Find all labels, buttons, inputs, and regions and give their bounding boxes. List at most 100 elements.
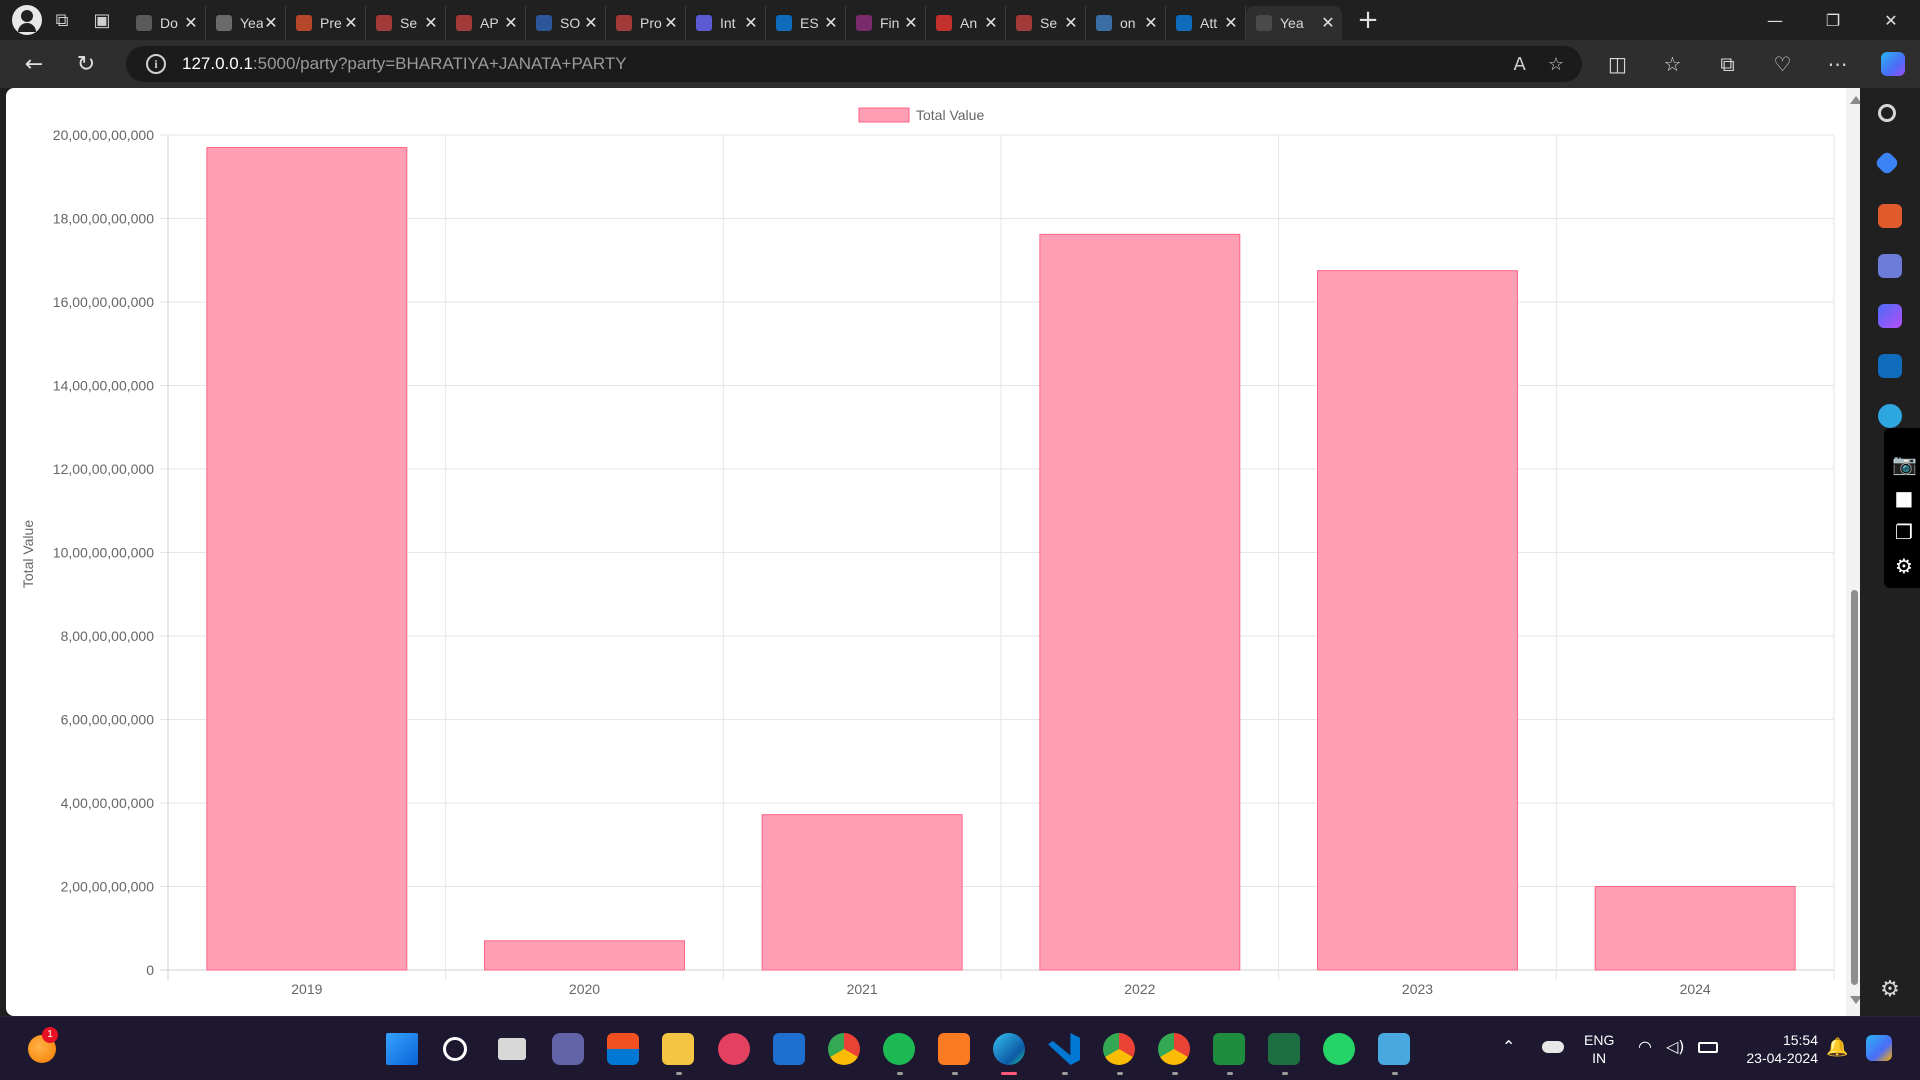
search-icon[interactable]: [1878, 104, 1896, 122]
url-text[interactable]: 127.0.0.1:5000/party?party=BHARATIYA+JAN…: [182, 54, 627, 74]
address-bar[interactable]: i 127.0.0.1:5000/party?party=BHARATIYA+J…: [126, 46, 1582, 82]
browser-tab[interactable]: SO ✕: [526, 6, 606, 40]
excel-icon[interactable]: [1268, 1033, 1300, 1065]
teams-chat-icon[interactable]: [552, 1033, 584, 1065]
shopping-tag-icon[interactable]: [1874, 150, 1900, 176]
bar-2024: [1594, 886, 1796, 971]
browser-tab[interactable]: Att ✕: [1166, 6, 1246, 40]
scroll-down-arrow-icon[interactable]: [1850, 996, 1862, 1004]
tab-close-icon[interactable]: ✕: [1144, 13, 1158, 32]
tab-close-icon[interactable]: ✕: [1224, 13, 1238, 32]
battery-icon[interactable]: [1698, 1042, 1718, 1053]
scroll-up-arrow-icon[interactable]: [1850, 96, 1862, 104]
browser-tab[interactable]: Do ✕: [126, 6, 206, 40]
x-tick-label: 2024: [1680, 981, 1711, 997]
notifications-bell-icon[interactable]: 🔔: [1826, 1037, 1849, 1058]
tab-title: AP: [480, 15, 499, 31]
browser-tab[interactable]: on ✕: [1086, 6, 1166, 40]
clock[interactable]: 15:54 23-04-2024: [1738, 1031, 1818, 1067]
split-screen-icon[interactable]: ◫: [1608, 52, 1627, 76]
camera-icon[interactable]: 📷: [1892, 452, 1917, 476]
tab-close-icon[interactable]: ✕: [504, 13, 518, 32]
search-icon[interactable]: [443, 1037, 467, 1061]
notepad-icon[interactable]: [1378, 1033, 1410, 1065]
tab-close-icon[interactable]: ✕: [984, 13, 998, 32]
start-menu-icon[interactable]: [386, 1033, 418, 1065]
browser-tab[interactable]: ES ✕: [766, 6, 846, 40]
tab-close-icon[interactable]: ✕: [584, 13, 598, 32]
refresh-button[interactable]: ↻: [76, 51, 96, 77]
whatsapp-icon[interactable]: [1323, 1033, 1355, 1065]
onedrive-icon[interactable]: [1542, 1041, 1564, 1053]
browser-tab[interactable]: Int ✕: [686, 6, 766, 40]
window-capture-icon[interactable]: ❐: [1895, 520, 1913, 544]
tab-close-icon[interactable]: ✕: [344, 13, 358, 32]
browser-tab[interactable]: Fin ✕: [846, 6, 926, 40]
show-hidden-icons-icon[interactable]: ⌃: [1502, 1037, 1516, 1056]
wifi-icon[interactable]: ◠: [1638, 1037, 1652, 1056]
classroom-icon[interactable]: [1213, 1033, 1245, 1065]
tab-close-icon[interactable]: ✕: [824, 13, 838, 32]
capture-settings-icon[interactable]: ⚙: [1895, 554, 1913, 578]
back-button[interactable]: ←: [24, 51, 44, 77]
chart-legend[interactable]: Total Value: [858, 107, 984, 123]
chrome-profile-a-icon[interactable]: [1103, 1033, 1135, 1065]
tab-title: on: [1120, 15, 1136, 31]
chrome-profile-b-icon[interactable]: [1158, 1033, 1190, 1065]
video-record-icon[interactable]: ■: [1894, 486, 1914, 510]
tab-close-icon[interactable]: ✕: [1064, 13, 1078, 32]
outlook-icon[interactable]: [1878, 354, 1902, 378]
games-icon[interactable]: [1878, 254, 1902, 278]
browser-tab[interactable]: Yea ✕: [206, 6, 286, 40]
minimize-button[interactable]: —: [1767, 10, 1783, 30]
edge-icon[interactable]: [993, 1033, 1025, 1065]
scrollbar-thumb[interactable]: [1851, 590, 1858, 985]
vscode-icon[interactable]: [1048, 1033, 1080, 1065]
copilot-icon[interactable]: [1865, 40, 1920, 88]
tab-close-icon[interactable]: ✕: [744, 13, 758, 32]
microsoft-store-icon[interactable]: [607, 1033, 639, 1065]
url-path: :5000/party?party=BHARATIYA+JANATA+PARTY: [252, 54, 627, 73]
tab-close-icon[interactable]: ✕: [1321, 13, 1335, 32]
tab-close-icon[interactable]: ✕: [184, 13, 198, 32]
tab-favicon-icon: [616, 15, 632, 31]
tab-close-icon[interactable]: ✕: [264, 13, 278, 32]
workspaces-icon[interactable]: ⧉: [55, 9, 69, 31]
browser-tab[interactable]: Se ✕: [366, 6, 446, 40]
spotify-icon[interactable]: [883, 1033, 915, 1065]
browser-tab[interactable]: An ✕: [926, 6, 1006, 40]
collections-icon[interactable]: ⧉: [1720, 52, 1735, 76]
volume-icon[interactable]: ◁): [1666, 1037, 1685, 1056]
restore-button[interactable]: ❐: [1825, 10, 1841, 30]
browser-essentials-icon[interactable]: ♡: [1773, 52, 1792, 76]
browser-tab[interactable]: Se ✕: [1006, 6, 1086, 40]
browser-tab[interactable]: Pro ✕: [606, 6, 686, 40]
profile-avatar-icon[interactable]: [12, 5, 42, 35]
browser-tab[interactable]: Yea ✕: [1246, 6, 1342, 40]
telegram-icon[interactable]: [1878, 404, 1902, 428]
read-aloud-icon[interactable]: A: [1513, 53, 1526, 75]
tab-close-icon[interactable]: ✕: [664, 13, 678, 32]
tab-close-icon[interactable]: ✕: [424, 13, 438, 32]
new-tab-button[interactable]: +: [1357, 5, 1379, 35]
file-explorer-icon[interactable]: [662, 1033, 694, 1065]
close-window-button[interactable]: ✕: [1884, 10, 1898, 30]
sidebar-settings-icon[interactable]: ⚙: [1880, 977, 1900, 1002]
remote-desktop-icon[interactable]: [773, 1033, 805, 1065]
site-info-icon[interactable]: i: [146, 54, 166, 74]
tab-close-icon[interactable]: ✕: [904, 13, 918, 32]
browser-tab[interactable]: Pre ✕: [286, 6, 366, 40]
task-view-icon[interactable]: [498, 1038, 526, 1060]
microsoft-365-icon[interactable]: [1878, 304, 1902, 328]
xampp-icon[interactable]: [938, 1033, 970, 1065]
chrome-icon[interactable]: [828, 1033, 860, 1065]
tools-icon[interactable]: [1878, 204, 1902, 228]
input-language[interactable]: ENG IN: [1584, 1031, 1614, 1067]
copilot-taskbar-icon[interactable]: [1866, 1035, 1892, 1061]
more-options-icon[interactable]: ⋯: [1827, 52, 1848, 76]
vertical-tabs-icon[interactable]: ▣: [93, 9, 111, 31]
favorite-star-icon[interactable]: ☆: [1547, 53, 1564, 75]
favorites-icon[interactable]: ☆: [1663, 52, 1682, 76]
browser-tab[interactable]: AP ✕: [446, 6, 526, 40]
media-player-icon[interactable]: [718, 1033, 750, 1065]
